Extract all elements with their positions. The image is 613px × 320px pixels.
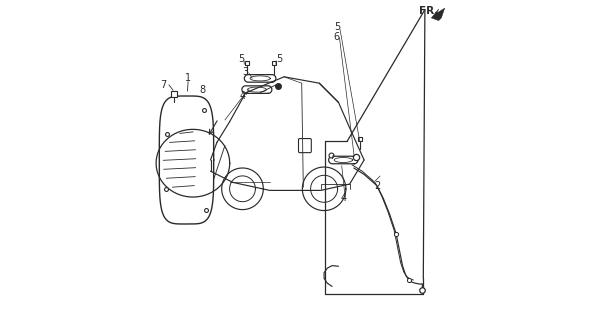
FancyBboxPatch shape	[299, 139, 311, 153]
Text: 3: 3	[243, 67, 249, 77]
Text: 5: 5	[276, 54, 283, 64]
Text: FR.: FR.	[419, 6, 438, 16]
Text: 4: 4	[240, 91, 246, 101]
Text: 2: 2	[374, 180, 380, 191]
Text: 8: 8	[199, 84, 205, 95]
Text: 7: 7	[161, 80, 167, 90]
Text: 4: 4	[340, 193, 346, 204]
Polygon shape	[432, 8, 445, 20]
Text: 5: 5	[333, 22, 340, 32]
Text: 1: 1	[185, 73, 191, 84]
Text: 5: 5	[238, 54, 244, 64]
Text: 6: 6	[333, 32, 340, 42]
